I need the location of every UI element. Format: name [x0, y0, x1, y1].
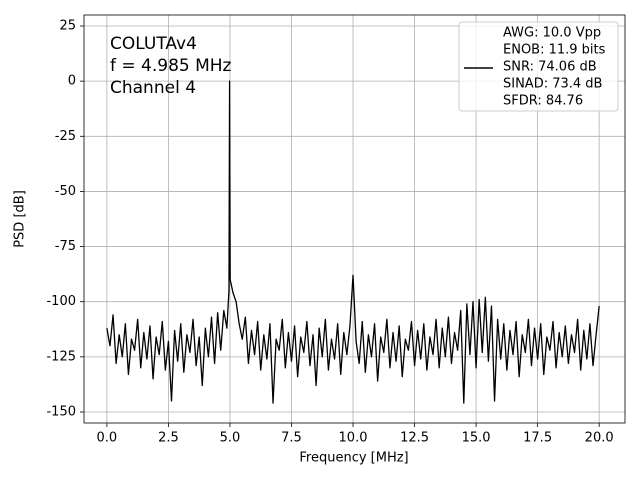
- y-axis-label: PSD [dB]: [13, 190, 28, 248]
- y-tick-label: -100: [46, 294, 76, 309]
- legend-text: ENOB: 11.9 bits: [503, 43, 606, 58]
- annotation: COLUTAv4: [110, 34, 197, 54]
- y-tick-label: -125: [46, 349, 76, 364]
- legend-box: [458, 21, 619, 112]
- legend-text: SNR: 74.06 dB: [503, 60, 597, 75]
- x-tick-label: 12.5: [400, 431, 429, 446]
- x-tick-label: 5.0: [220, 431, 241, 446]
- annotation: f = 4.985 MHz: [110, 56, 232, 76]
- x-tick-label: 7.5: [281, 431, 302, 446]
- x-tick-label: 20.0: [585, 431, 614, 446]
- legend-text: SFDR: 84.76: [503, 94, 583, 109]
- plot-frame: [83, 14, 626, 424]
- legend-text: SINAD: 73.4 dB: [503, 77, 602, 92]
- psd-line: [106, 80, 600, 404]
- legend-text: AWG: 10.0 Vpp: [503, 26, 601, 41]
- annotation: Channel 4: [110, 78, 196, 98]
- x-tick-label: 15.0: [462, 431, 491, 446]
- y-tick-label: 0: [68, 74, 76, 89]
- x-axis-label: Frequency [MHz]: [299, 451, 408, 466]
- y-tick-label: -50: [55, 184, 76, 199]
- y-tick-label: -75: [55, 239, 76, 254]
- y-tick-label: 25: [59, 19, 76, 34]
- y-tick-label: -25: [55, 129, 76, 144]
- x-tick-label: 17.5: [523, 431, 552, 446]
- x-tick-label: 0.0: [97, 431, 118, 446]
- x-tick-label: 10.0: [339, 431, 368, 446]
- x-tick-label: 2.5: [158, 431, 179, 446]
- y-tick-label: -150: [46, 404, 76, 419]
